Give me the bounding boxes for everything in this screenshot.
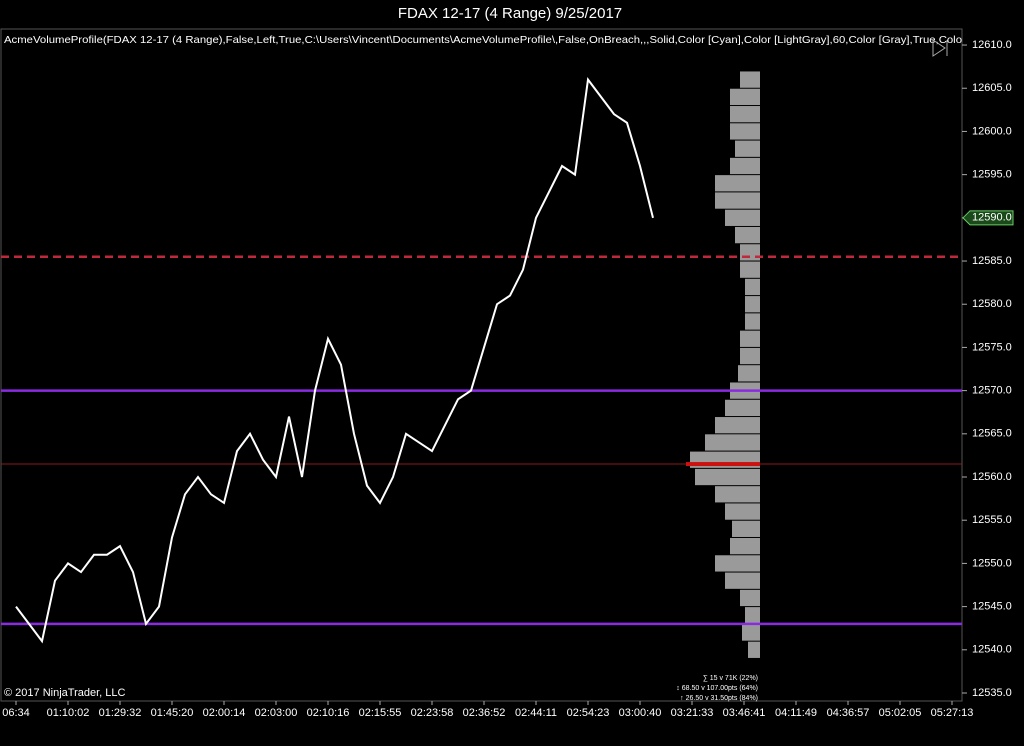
- volume-bar: [730, 123, 760, 140]
- volume-bar: [735, 226, 760, 244]
- x-tick-label: 02:36:52: [463, 707, 506, 719]
- volume-bar: [740, 589, 760, 607]
- x-tick-label: 04:36:57: [827, 707, 870, 719]
- volume-bar: [745, 296, 760, 313]
- volume-bar: [740, 244, 760, 261]
- y-tick-label: 12595.0: [972, 169, 1012, 181]
- volume-bar: [725, 399, 760, 417]
- x-tick-label: 02:44:11: [515, 707, 557, 719]
- y-tick-label: 12550.0: [972, 557, 1012, 569]
- volume-bar: [715, 192, 760, 209]
- x-tick-label: 02:23:58: [411, 707, 454, 719]
- x-tick-label: 02:54:23: [567, 707, 610, 719]
- y-tick-label: 12610.0: [972, 39, 1012, 51]
- volume-bar: [730, 157, 760, 175]
- x-tick-label: 05:02:05: [879, 707, 922, 719]
- scroll-end-icon[interactable]: [932, 39, 948, 57]
- volume-bar: [725, 572, 760, 589]
- last-price-box: [962, 210, 1014, 226]
- volume-bar: [730, 88, 760, 106]
- indicator-text: AcmeVolumeProfile(FDAX 12-17 (4 Range),F…: [4, 34, 962, 46]
- x-tick-label: 04:11:49: [775, 707, 817, 719]
- volume-bar: [740, 71, 760, 88]
- volume-bar: [732, 520, 760, 537]
- volume-bar: [740, 261, 760, 278]
- volume-bar: [740, 347, 760, 365]
- volume-bar: [745, 313, 760, 330]
- plot-frame: [0, 28, 963, 702]
- poc-bar: [686, 462, 760, 467]
- y-tick-label: 12540.0: [972, 644, 1012, 656]
- copyright: © 2017 NinjaTrader, LLC: [4, 687, 125, 699]
- x-tick-label: 02:00:14: [203, 707, 246, 719]
- price-line: [15, 77, 654, 644]
- x-tick-label: 02:03:00: [255, 707, 298, 719]
- x-tick-label: 03:46:41: [723, 707, 766, 719]
- stats: ∑ 15 v 71K (22%): [703, 675, 758, 682]
- volume-bar: [748, 641, 760, 658]
- x-tick-label: 03:21:33: [671, 707, 714, 719]
- y-tick-label: 12560.0: [972, 471, 1012, 483]
- x-tick-label: 02:15:55: [359, 707, 402, 719]
- x-tick-label: 06:34: [2, 707, 30, 719]
- x-tick-label: 02:10:16: [307, 707, 350, 719]
- volume-bar: [695, 468, 760, 486]
- volume-bar: [745, 607, 760, 624]
- x-tick-label: 03:00:40: [619, 707, 662, 719]
- volume-bar: [715, 555, 760, 572]
- stats: ↕ 68.50 v 107.00pts (64%): [676, 685, 758, 692]
- volume-bar: [738, 365, 760, 382]
- y-tick-label: 12565.0: [972, 428, 1012, 440]
- x-tick-label: 01:45:20: [151, 707, 194, 719]
- volume-bar: [730, 106, 760, 123]
- volume-bar: [715, 486, 760, 503]
- last-price-label: 12590.0: [972, 212, 1012, 224]
- y-tick-label: 12545.0: [972, 601, 1012, 613]
- chart-title: FDAX 12-17 (4 Range) 9/25/2017: [398, 5, 622, 22]
- volume-bar: [745, 278, 760, 296]
- x-tick-label: 01:29:32: [99, 707, 142, 719]
- volume-bar: [705, 434, 760, 451]
- y-tick-label: 12580.0: [972, 298, 1012, 310]
- volume-bar: [715, 175, 760, 192]
- y-tick-label: 12605.0: [972, 82, 1012, 94]
- y-tick-label: 12570.0: [972, 385, 1012, 397]
- y-tick-label: 12585.0: [972, 255, 1012, 267]
- volume-bar: [742, 624, 760, 641]
- volume-bar: [715, 417, 760, 434]
- y-tick-label: 12575.0: [972, 341, 1012, 353]
- volume-bar: [735, 140, 760, 157]
- volume-bar: [725, 503, 760, 520]
- y-tick-label: 12600.0: [972, 125, 1012, 137]
- x-tick-label: 05:27:13: [931, 707, 974, 719]
- y-tick-label: 12555.0: [972, 514, 1012, 526]
- x-tick-label: 01:10:02: [47, 707, 90, 719]
- y-tick-label: 12535.0: [972, 687, 1012, 699]
- volume-bar: [730, 537, 760, 555]
- volume-bar: [725, 209, 760, 226]
- volume-bar: [740, 330, 760, 347]
- stats: ↑ 26.50 v 31.50pts (84%): [680, 695, 758, 702]
